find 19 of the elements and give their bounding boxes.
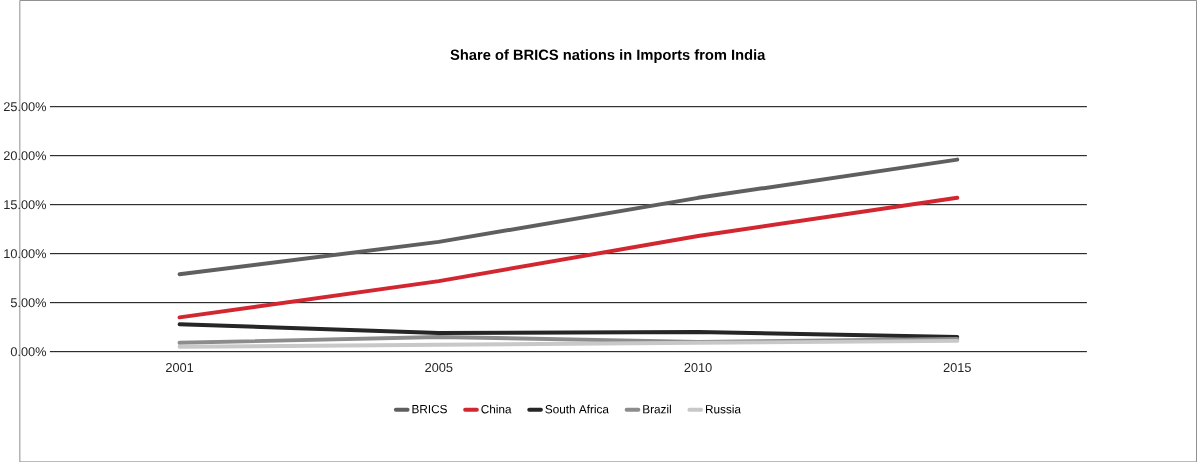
legend-label: China <box>481 404 512 414</box>
y-tick-label: 0.00% <box>10 346 47 356</box>
legend-label: BRICS <box>412 404 447 414</box>
legend-label: South Africa <box>545 404 609 414</box>
line-series <box>177 195 960 320</box>
x-tick-label: 2010 <box>684 362 712 372</box>
x-tick-label: 2001 <box>166 362 194 372</box>
y-tick-label: 25.00% <box>3 101 47 112</box>
x-tick-label: 2005 <box>425 362 453 372</box>
y-tick-label: 10.00% <box>4 248 47 258</box>
line-series <box>177 322 960 339</box>
legend-label: Brazil <box>643 404 671 414</box>
y-tick-label: 15.00% <box>4 199 47 209</box>
line-series <box>177 157 960 277</box>
legend-label: Russia <box>706 404 741 414</box>
y-tick-label: 5.00% <box>10 297 47 307</box>
x-tick-label: 2015 <box>943 362 971 372</box>
chart-title: Share of BRICS nations in Imports from India <box>450 49 766 63</box>
y-tick-label: 20.00% <box>3 150 47 160</box>
